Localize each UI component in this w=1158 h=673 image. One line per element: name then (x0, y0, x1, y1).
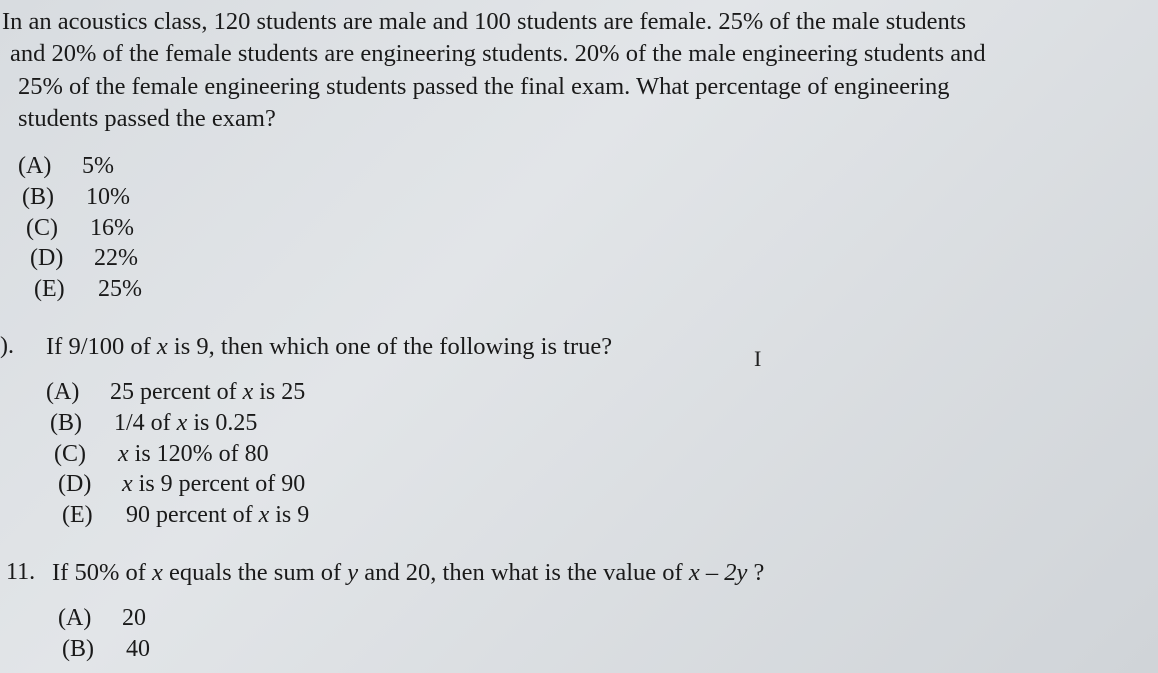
page-root: In an acoustics class, 120 students are … (0, 0, 1158, 673)
option-e: (E) 90 percent of x is 9 (46, 500, 1148, 531)
opt-pre: 25 percent of (110, 379, 243, 405)
option-letter: (B) (50, 408, 114, 439)
option-value: 90 percent of x is 9 (126, 500, 309, 531)
opt-var: x (243, 379, 254, 405)
q11-var2: y (347, 559, 358, 586)
option-value: 5% (82, 151, 114, 182)
option-letter: (B) (62, 634, 126, 665)
opt-post: is 9 percent of 90 (133, 471, 306, 497)
option-c: (C) x is 120% of 80 (46, 439, 1148, 470)
option-c: (C) 16% (18, 213, 1148, 244)
question-10-number: ). (0, 331, 46, 363)
question-9-body: In an acoustics class, 120 students are … (0, 6, 1148, 135)
q9-line3: 25% of the female engineering students p… (2, 71, 1148, 103)
q11-pre: If 50% of (52, 559, 152, 586)
opt-post: is 9 (269, 502, 309, 528)
q11-mid: equals the sum of (163, 559, 347, 586)
q11-mid2: and 20, then what is the value of (358, 559, 689, 586)
option-letter: (B) (22, 182, 86, 213)
option-letter: (A) (58, 603, 122, 634)
option-value: 25% (98, 274, 142, 305)
option-value: 40 (126, 634, 150, 665)
q11-post: ? (747, 559, 764, 586)
option-value: 22% (94, 243, 138, 274)
option-value: x is 120% of 80 (118, 439, 269, 470)
question-11-text: If 50% of x equals the sum of y and 20, … (52, 557, 1148, 589)
option-value: 20 (122, 603, 146, 634)
opt-var: x (177, 410, 188, 436)
option-value: 16% (90, 213, 134, 244)
option-value: 1/4 of x is 0.25 (114, 408, 257, 439)
option-letter: (D) (58, 469, 122, 500)
option-d: (D) 22% (18, 243, 1148, 274)
option-a: (A) 5% (18, 151, 1148, 182)
option-letter: (D) (30, 243, 94, 274)
question-9-options: (A) 5% (B) 10% (C) 16% (D) 22% (E) 25% (18, 151, 1148, 305)
q9-line2: and 20% of the female students are engin… (2, 38, 1148, 70)
text-cursor-icon: I (754, 346, 761, 372)
option-b: (B) 10% (18, 182, 1148, 213)
question-10-text: If 9/100 of x is 9, then which one of th… (46, 331, 1148, 363)
question-10-options: (A) 25 percent of x is 25 (B) 1/4 of x i… (46, 377, 1148, 531)
q11-var1: x (152, 559, 163, 586)
option-letter: (E) (34, 274, 98, 305)
q9-line1: In an acoustics class, 120 students are … (2, 8, 966, 35)
opt-var: x (259, 502, 270, 528)
option-a: (A) 25 percent of x is 25 (46, 377, 1148, 408)
q10-post: is 9, then which one of the following is… (168, 333, 612, 360)
opt-post: is 25 (253, 379, 305, 405)
opt-var: x (118, 441, 129, 467)
question-11-number: 11. (6, 557, 52, 589)
opt-pre: 1/4 of (114, 410, 177, 436)
option-b: (B) 40 (58, 634, 1148, 665)
opt-pre: 90 percent of (126, 502, 259, 528)
question-11-row: 11. If 50% of x equals the sum of y and … (6, 557, 1148, 589)
option-b: (B) 1/4 of x is 0.25 (46, 408, 1148, 439)
option-letter: (C) (26, 213, 90, 244)
option-letter: (A) (46, 377, 110, 408)
opt-var: x (122, 471, 133, 497)
option-letter: (A) (18, 151, 82, 182)
question-10-row: ). If 9/100 of x is 9, then which one of… (0, 331, 1148, 363)
q11-expr: x – 2y (689, 559, 748, 586)
q10-var: x (157, 333, 168, 360)
option-e: (E) 25% (18, 274, 1148, 305)
option-value: 10% (86, 182, 130, 213)
option-letter: (C) (54, 439, 118, 470)
option-a: (A) 20 (58, 603, 1148, 634)
opt-post: is 0.25 (187, 410, 257, 436)
option-d: (D) x is 9 percent of 90 (46, 469, 1148, 500)
option-value: x is 9 percent of 90 (122, 469, 305, 500)
q9-line4: students passed the exam? (2, 103, 1148, 135)
q10-pre: If 9/100 of (46, 333, 157, 360)
question-11-options: (A) 20 (B) 40 (58, 603, 1148, 664)
opt-post: is 120% of 80 (129, 441, 269, 467)
option-value: 25 percent of x is 25 (110, 377, 305, 408)
option-letter: (E) (62, 500, 126, 531)
